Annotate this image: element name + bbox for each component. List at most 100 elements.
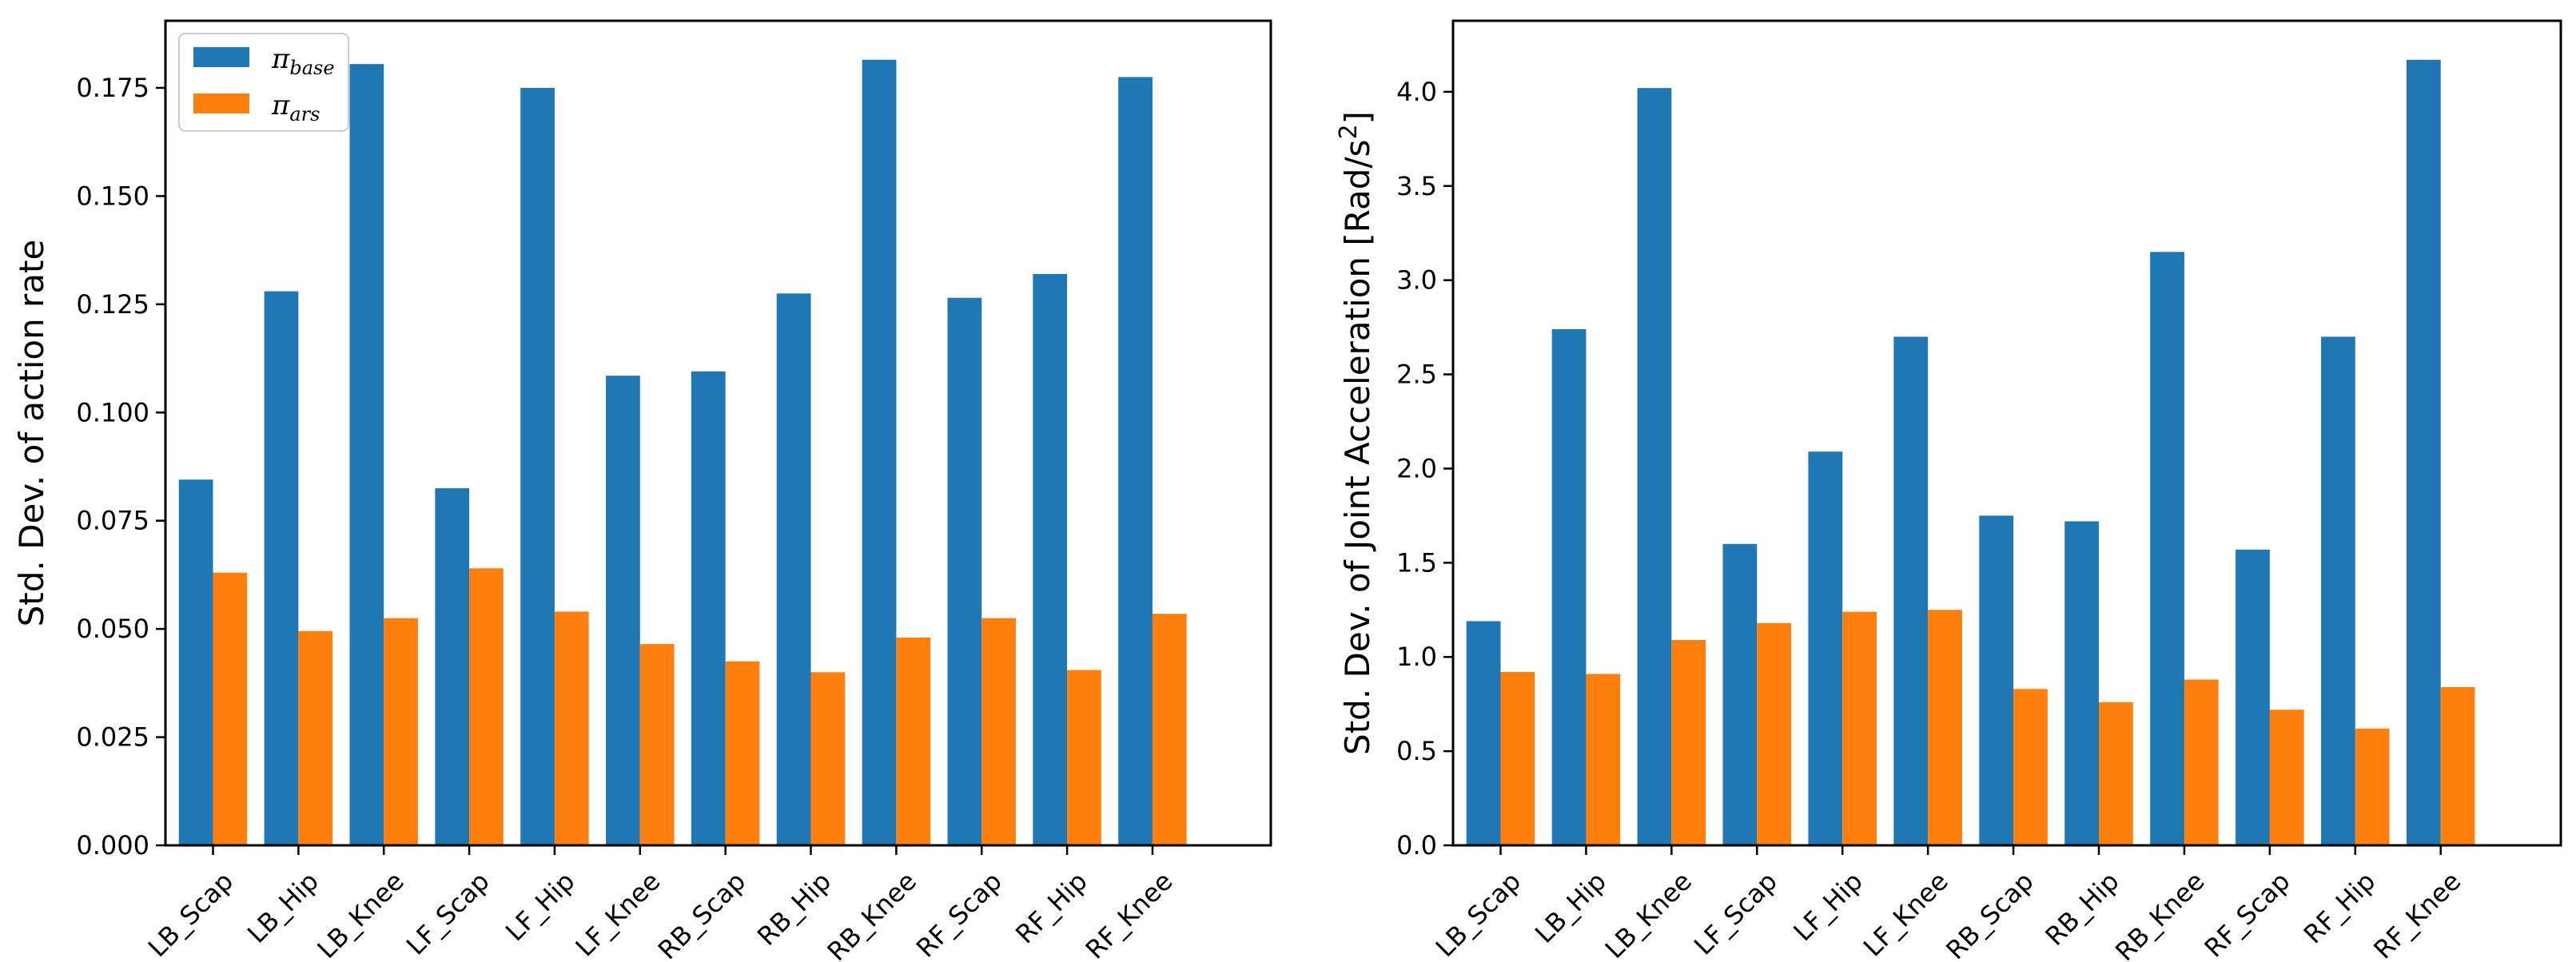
x-tick-label: LF_Hip — [500, 866, 580, 947]
bar-base-lf-hip — [1808, 451, 1843, 845]
y-tick-label: 3.0 — [1396, 265, 1437, 296]
bar-base-lb-scap — [1466, 621, 1501, 845]
bar-base-rb-scap — [1979, 515, 2014, 845]
bar-base-lb-hip — [1551, 328, 1587, 846]
bar-ars-rf-scap — [981, 618, 1016, 845]
y-tick-label: 0.175 — [76, 73, 149, 103]
x-tick-label: RF_Knee — [1080, 866, 1179, 962]
bar-ars-rb-knee — [2184, 679, 2219, 845]
legend-swatch-ars — [193, 93, 249, 113]
bar-base-rf-knee — [2406, 59, 2441, 845]
y-tick-label: 0.000 — [76, 830, 149, 861]
bar-base-rb-knee — [2150, 252, 2184, 845]
y-tick-label: 0.0 — [1396, 830, 1437, 861]
right-y-ticks: 0.0 0.5 1.0 1.5 2.0 2.5 3.0 3.5 4.0 — [1396, 77, 1453, 861]
x-tick-label: RF_Hip — [1009, 866, 1093, 950]
right-bars — [1466, 59, 2475, 846]
x-tick-label: LB_Hip — [241, 866, 324, 949]
legend-swatch-base — [193, 47, 249, 67]
right-y-axis-title: Std. Dev. of Joint Acceleration [Rad/s2] — [1335, 111, 1377, 755]
bar-ars-rb-scap — [725, 661, 760, 845]
bar-ars-rf-hip — [1067, 670, 1101, 845]
y-tick-label: 2.5 — [1396, 360, 1437, 390]
x-tick-label: RB_Hip — [751, 866, 837, 952]
left-chart-panel: 0.000 0.025 0.050 0.075 0.100 0.125 0.150 0.175… — [12, 19, 1272, 962]
left-plot-frame — [164, 19, 1272, 847]
bar-base-lf-scap — [1722, 543, 1758, 845]
x-tick-label: RB_Knee — [822, 866, 922, 962]
x-tick-label: LF_Knee — [570, 866, 667, 962]
bar-base-rb-knee — [862, 59, 897, 845]
y-tick-label: 3.5 — [1396, 171, 1437, 201]
x-tick-label: RB_Hip — [2040, 866, 2125, 952]
y-tick-label: 0.100 — [76, 397, 149, 427]
legend: πbase πars — [178, 33, 349, 132]
bar-base-rb-hip — [776, 293, 811, 845]
bar-base-rb-scap — [691, 371, 726, 845]
bar-ars-rf-knee — [2440, 686, 2475, 845]
left-y-ticks: 0.000 0.025 0.050 0.075 0.100 0.125 0.150 0.175 — [76, 73, 165, 861]
bar-base-rf-knee — [1118, 77, 1153, 846]
x-tick-label: LF_Scap — [1688, 866, 1783, 961]
x-tick-label: LB_Knee — [312, 866, 410, 962]
bar-base-rf-hip — [2321, 336, 2355, 845]
bar-base-lb-scap — [178, 479, 213, 845]
bar-ars-lf-knee — [1928, 610, 1962, 845]
bar-ars-lf-knee — [639, 644, 675, 845]
x-tick-label: RB_Knee — [2109, 866, 2210, 962]
bar-ars-lb-scap — [1500, 672, 1535, 845]
x-tick-label: LF_Knee — [1857, 866, 1954, 962]
bar-ars-rb-hip — [2099, 702, 2133, 845]
bar-base-rb-hip — [2064, 521, 2100, 845]
bar-ars-rf-knee — [1152, 614, 1187, 845]
left-y-axis-title: Std. Dev. of action rate — [12, 240, 51, 627]
bar-base-lf-knee — [606, 376, 640, 846]
bar-base-lb-hip — [264, 291, 299, 846]
y-tick-label: 0.5 — [1396, 736, 1437, 766]
x-tick-label: LB_Scap — [142, 866, 239, 962]
bar-base-lb-knee — [1637, 88, 1672, 846]
bar-ars-rf-scap — [2269, 710, 2304, 845]
bar-ars-lf-scap — [1757, 622, 1792, 845]
bar-ars-lb-hip — [1586, 674, 1621, 845]
x-tick-label: RF_Scap — [910, 866, 1008, 962]
bar-ars-lb-knee — [1671, 640, 1706, 845]
x-tick-label: RB_Scap — [652, 866, 751, 962]
legend-label-ars: πars — [271, 89, 320, 125]
y-tick-label: 0.025 — [76, 722, 149, 753]
bar-base-rf-hip — [1033, 273, 1068, 845]
bar-base-rf-scap — [947, 297, 982, 846]
y-tick-label: 0.050 — [76, 614, 149, 644]
bar-ars-lf-hip — [1842, 611, 1877, 845]
legend-label-base: πbase — [271, 43, 335, 79]
x-tick-label: LB_Knee — [1599, 866, 1698, 962]
bar-ars-lb-knee — [384, 618, 418, 845]
y-tick-label: 2.0 — [1396, 453, 1437, 483]
bar-base-lf-scap — [435, 488, 470, 845]
left-bars — [178, 59, 1187, 846]
x-tick-label: RF_Knee — [2367, 866, 2467, 962]
y-tick-label: 0.075 — [76, 506, 149, 536]
bar-base-lf-hip — [520, 87, 555, 846]
bar-ars-rb-knee — [896, 637, 931, 845]
x-tick-label: LF_Scap — [400, 866, 496, 961]
bar-ars-lb-scap — [213, 572, 248, 845]
bar-base-lf-knee — [1893, 336, 1929, 845]
right-chart-panel: 0.0 0.5 1.0 1.5 2.0 2.5 3.0 3.5 4.0 LB_Scap LB_Hi… — [1335, 19, 2562, 962]
bar-base-lb-knee — [349, 64, 384, 846]
y-tick-label: 0.125 — [76, 289, 149, 320]
bar-ars-rb-scap — [2013, 689, 2048, 845]
bar-ars-lf-scap — [469, 568, 504, 845]
x-tick-label: RF_Scap — [2199, 866, 2296, 962]
bar-ars-rf-hip — [2355, 728, 2390, 845]
x-tick-label: RF_Hip — [2298, 866, 2382, 950]
right-plot-frame — [1451, 19, 2562, 847]
bar-ars-lb-hip — [298, 630, 333, 845]
y-tick-label: 4.0 — [1396, 77, 1437, 107]
x-tick-label: LB_Scap — [1430, 866, 1527, 962]
y-tick-label: 1.0 — [1396, 642, 1437, 672]
x-tick-label: RB_Scap — [1940, 866, 2039, 962]
